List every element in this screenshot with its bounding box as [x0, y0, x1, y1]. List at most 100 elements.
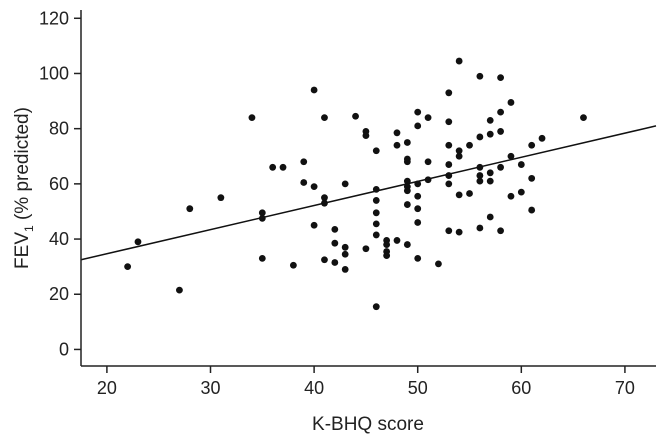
data-point: [321, 199, 328, 207]
data-point: [269, 163, 277, 171]
x-tick-label: 30: [200, 378, 220, 398]
data-point: [393, 237, 401, 244]
data-point: [414, 108, 422, 116]
data-point: [414, 205, 422, 213]
data-point: [414, 219, 422, 226]
data-point: [258, 214, 266, 222]
x-tick-label: 40: [304, 378, 324, 398]
data-point: [372, 209, 380, 217]
data-point: [248, 114, 256, 122]
data-point: [300, 179, 308, 186]
data-point: [476, 72, 484, 80]
data-point: [476, 133, 484, 141]
data-point: [372, 197, 380, 204]
data-point: [341, 180, 349, 188]
data-point: [279, 163, 287, 171]
data-point: [134, 238, 142, 246]
data-point: [466, 141, 473, 149]
data-point: [124, 263, 132, 271]
y-tick-label: 60: [49, 174, 69, 194]
data-point: [476, 172, 484, 179]
data-point: [517, 188, 525, 196]
data-point: [445, 161, 453, 168]
data-point: [445, 227, 453, 235]
data-point: [414, 254, 422, 262]
data-point: [300, 158, 308, 166]
data-point: [403, 139, 411, 146]
x-axis: 20 30 40 50 60 70: [81, 365, 656, 398]
x-ticks: 20 30 40 50 60 70: [97, 366, 635, 398]
data-point: [486, 169, 494, 177]
data-point: [507, 152, 515, 160]
y-tick-label: 20: [49, 284, 69, 304]
data-point: [403, 187, 411, 195]
x-tick-label: 20: [97, 378, 117, 398]
data-point: [445, 172, 453, 179]
data-point: [186, 205, 194, 213]
data-point: [476, 163, 484, 171]
y-axis-title-prefix: FEV: [12, 232, 33, 269]
data-point: [383, 241, 391, 248]
data-point: [497, 128, 504, 135]
y-axis: 0 20 40 60 80 100 120: [39, 8, 82, 366]
data-point: [321, 114, 328, 122]
data-point: [445, 180, 453, 188]
data-point: [331, 225, 339, 233]
data-point: [486, 177, 494, 185]
data-point: [258, 254, 266, 262]
y-axis-title-subscript: 1: [22, 225, 36, 232]
y-tick-label: 120: [39, 8, 69, 28]
data-point: [414, 192, 422, 200]
data-point: [435, 260, 442, 268]
data-point: [507, 192, 515, 200]
data-point: [352, 112, 359, 120]
data-point: [341, 243, 349, 251]
data-point: [455, 191, 463, 199]
data-point: [310, 221, 318, 229]
y-axis-title: FEV1 (% predicted): [12, 107, 36, 269]
y-tick-label: 40: [49, 229, 69, 249]
data-point: [486, 213, 494, 221]
data-point: [331, 239, 339, 247]
data-point: [403, 177, 411, 185]
data-point: [528, 206, 536, 214]
data-point: [466, 190, 473, 197]
data-point: [517, 161, 525, 168]
y-axis-title-suffix: (% predicted): [12, 107, 33, 225]
data-point: [414, 122, 422, 130]
data-point: [497, 227, 504, 235]
data-point: [445, 141, 453, 149]
data-point: [424, 176, 432, 184]
data-point: [362, 245, 370, 253]
data-point: [528, 141, 536, 149]
data-point: [372, 303, 380, 311]
data-point: [393, 141, 401, 149]
data-point: [258, 209, 266, 217]
data-point: [289, 261, 297, 269]
data-point: [310, 86, 318, 94]
data-point: [445, 89, 453, 97]
data-point: [362, 132, 370, 139]
y-ticks: 0 20 40 60 80 100 120: [39, 8, 81, 359]
x-tick-label: 70: [615, 378, 635, 398]
data-point: [580, 114, 587, 122]
data-point: [310, 183, 318, 191]
data-point: [372, 147, 380, 155]
data-point: [455, 57, 463, 65]
y-tick-label: 80: [49, 119, 69, 139]
data-point: [476, 224, 484, 232]
data-point: [445, 118, 453, 126]
data-point: [341, 266, 349, 273]
data-point: [455, 147, 463, 155]
data-point: [497, 163, 504, 171]
data-point: [341, 250, 349, 258]
y-tick-label: 0: [59, 339, 69, 359]
data-point: [372, 231, 380, 239]
data-points: [124, 57, 587, 311]
data-point: [331, 259, 339, 266]
data-point: [476, 177, 484, 185]
data-point: [321, 194, 328, 202]
data-point: [217, 194, 225, 202]
plot-area: [80, 57, 657, 311]
